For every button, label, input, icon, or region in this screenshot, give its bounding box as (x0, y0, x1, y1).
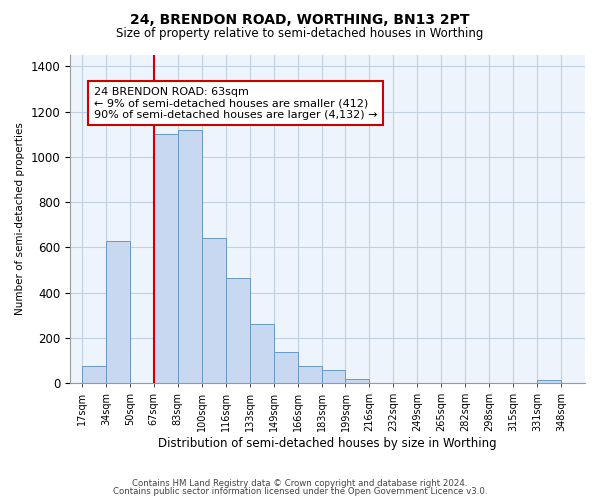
Bar (226, 278, 250, 383)
Bar (322, 370, 346, 383)
Text: Size of property relative to semi-detached houses in Worthing: Size of property relative to semi-detach… (116, 28, 484, 40)
Bar (106, 240, 130, 383)
Bar (346, 378, 370, 383)
Bar (202, 238, 226, 383)
Text: Contains public sector information licensed under the Open Government Licence v3: Contains public sector information licen… (113, 487, 487, 496)
Bar (274, 352, 298, 383)
Y-axis label: Number of semi-detached properties: Number of semi-detached properties (15, 122, 25, 316)
Bar (178, 130, 202, 383)
Bar (82, 366, 106, 383)
X-axis label: Distribution of semi-detached houses by size in Worthing: Distribution of semi-detached houses by … (158, 437, 497, 450)
Bar (154, 134, 178, 383)
Text: 24, BRENDON ROAD, WORTHING, BN13 2PT: 24, BRENDON ROAD, WORTHING, BN13 2PT (130, 12, 470, 26)
Text: Contains HM Land Registry data © Crown copyright and database right 2024.: Contains HM Land Registry data © Crown c… (132, 478, 468, 488)
Bar (250, 324, 274, 383)
Text: 24 BRENDON ROAD: 63sqm
← 9% of semi-detached houses are smaller (412)
90% of sem: 24 BRENDON ROAD: 63sqm ← 9% of semi-deta… (94, 86, 377, 120)
Bar (298, 366, 322, 383)
Bar (537, 380, 561, 383)
